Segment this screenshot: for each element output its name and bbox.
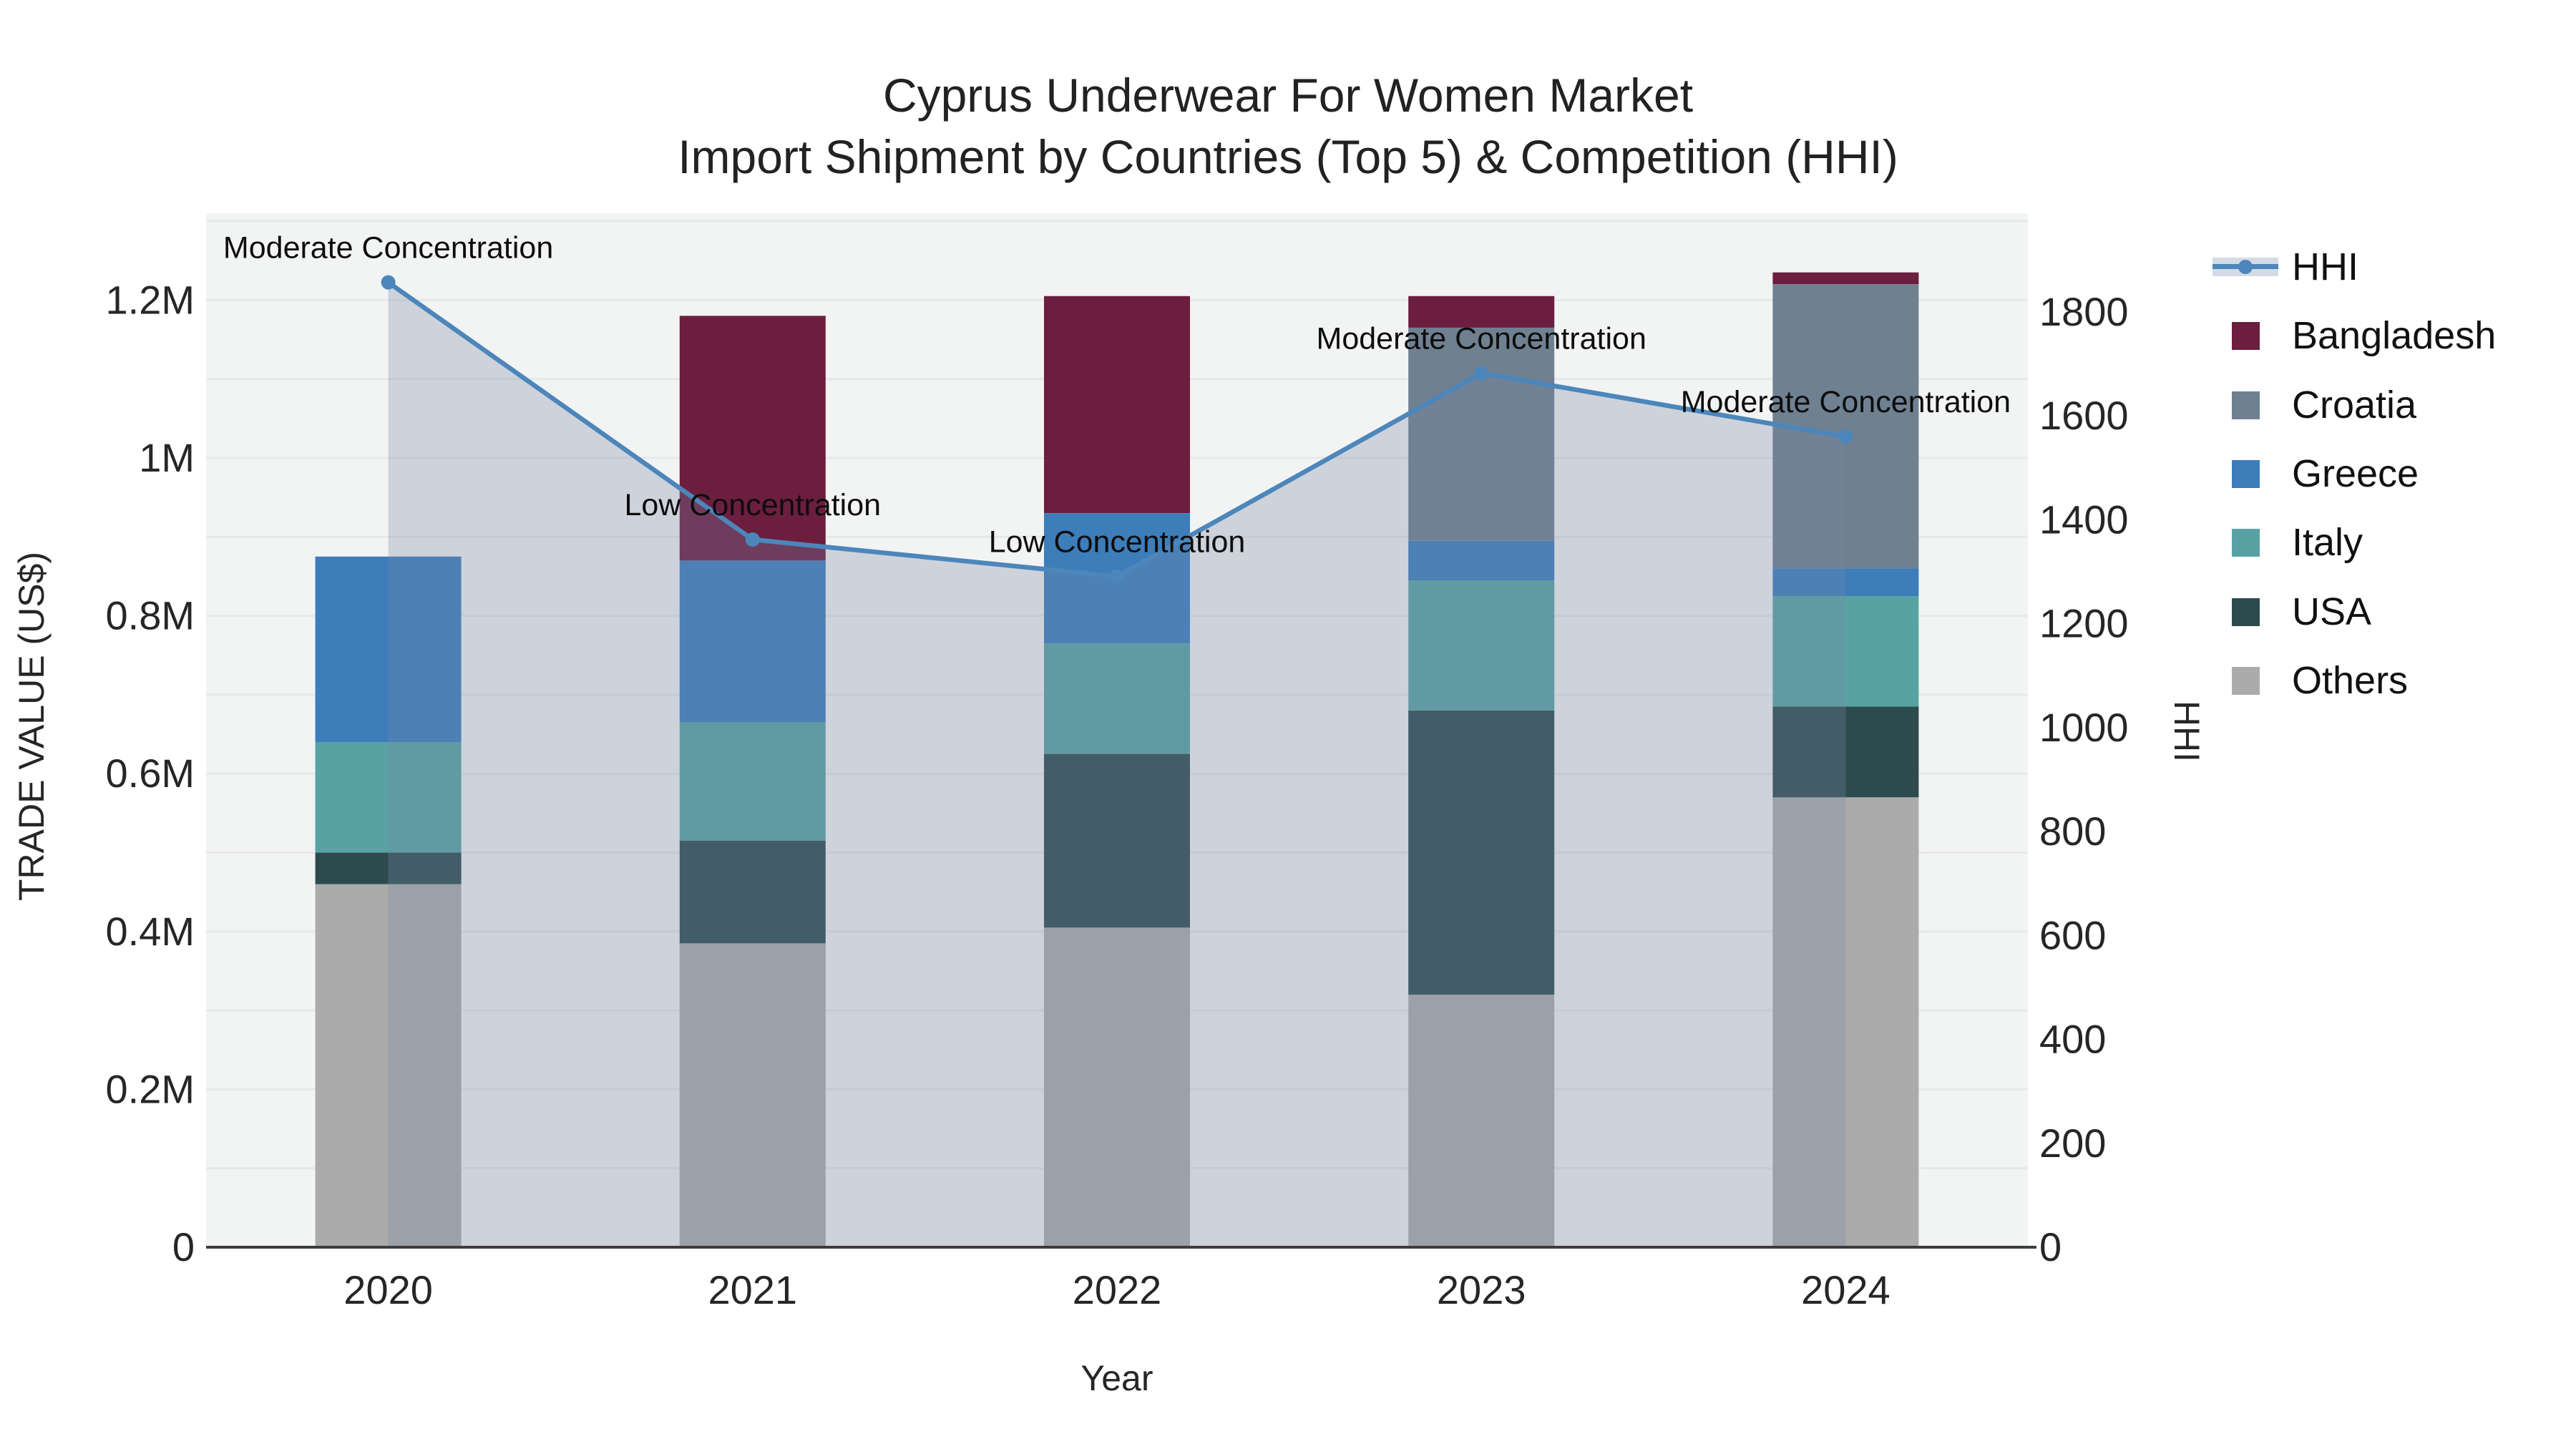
chart-title-line1: Cyprus Underwear For Women Market bbox=[882, 69, 1694, 122]
bar-segment-greece[interactable] bbox=[679, 560, 826, 723]
legend-label: Others bbox=[2292, 659, 2409, 702]
bar-segment-italy[interactable] bbox=[679, 722, 826, 841]
annotation-label: Low Concentration bbox=[625, 488, 882, 522]
y-tick-label-right: 1000 bbox=[2039, 705, 2129, 750]
legend-label: Croatia bbox=[2292, 384, 2417, 426]
bar-segment-italy[interactable] bbox=[1408, 580, 1555, 711]
annotation-label: Moderate Concentration bbox=[1317, 322, 1646, 356]
annotation-label: Moderate Concentration bbox=[1681, 385, 2011, 419]
legend-label: Greece bbox=[2292, 452, 2419, 495]
bar-segment-usa[interactable] bbox=[679, 840, 826, 944]
bar-segment-bangladesh[interactable] bbox=[679, 316, 826, 561]
bar-segment-italy[interactable] bbox=[315, 742, 462, 853]
greece-swatch-icon bbox=[2212, 459, 2278, 488]
y-tick-label-left: 0.4M bbox=[106, 909, 195, 954]
y-tick-label-left: 0.2M bbox=[106, 1066, 195, 1111]
bar-segment-others[interactable] bbox=[1408, 995, 1555, 1247]
bar-segment-italy[interactable] bbox=[1772, 596, 1919, 707]
legend-label: USA bbox=[2292, 590, 2372, 633]
y-tick-label-right: 200 bbox=[2039, 1121, 2106, 1166]
bar-segment-usa[interactable] bbox=[1772, 706, 1919, 798]
italy-swatch-icon bbox=[2212, 528, 2278, 557]
y-tick-label-left: 0.8M bbox=[106, 593, 195, 638]
y-tick-label-right: 1400 bbox=[2039, 497, 2129, 542]
legend-item-hhi[interactable]: HHI bbox=[2212, 233, 2358, 301]
legend-item-bangladesh[interactable]: Bangladesh bbox=[2212, 301, 2496, 370]
y-axis-title-left: TRADE VALUE (US$) bbox=[11, 551, 52, 902]
hhi-line-icon bbox=[2212, 253, 2278, 281]
y-tick-label-left: 0.6M bbox=[106, 751, 195, 796]
y-tick-label-right: 600 bbox=[2039, 912, 2106, 957]
x-axis-title: Year bbox=[1080, 1358, 1153, 1398]
bar-segment-bangladesh[interactable] bbox=[1408, 296, 1555, 328]
legend-item-italy[interactable]: Italy bbox=[2212, 508, 2363, 577]
y-tick-label-right: 1200 bbox=[2039, 601, 2129, 646]
legend-item-croatia[interactable]: Croatia bbox=[2212, 371, 2416, 439]
hhi-marker[interactable] bbox=[381, 275, 396, 290]
x-tick-label: 2020 bbox=[343, 1267, 433, 1312]
y-axis-title-right: HHI bbox=[2167, 700, 2207, 763]
y-tick-label-right: 1800 bbox=[2039, 289, 2129, 334]
usa-swatch-icon bbox=[2212, 597, 2278, 626]
y-tick-label-right: 800 bbox=[2039, 809, 2106, 854]
bar-segment-croatia[interactable] bbox=[1408, 327, 1555, 541]
legend-label: Italy bbox=[2292, 521, 2363, 564]
legend-item-others[interactable]: Others bbox=[2212, 646, 2408, 715]
y-tick-label-left: 0 bbox=[172, 1224, 195, 1269]
bar-segment-greece[interactable] bbox=[1772, 568, 1919, 596]
bangladesh-swatch-icon bbox=[2212, 321, 2278, 350]
bar-segment-bangladesh[interactable] bbox=[1044, 296, 1190, 514]
bar-segment-others[interactable] bbox=[679, 943, 826, 1247]
chart-title-line2: Import Shipment by Countries (Top 5) & C… bbox=[678, 130, 1898, 183]
x-tick-label: 2022 bbox=[1073, 1267, 1162, 1312]
annotation-label: Low Concentration bbox=[989, 525, 1246, 560]
hhi-marker[interactable] bbox=[1474, 366, 1489, 381]
x-tick-label: 2023 bbox=[1437, 1267, 1526, 1312]
y-tick-label-left: 1.2M bbox=[106, 277, 195, 322]
bar-segment-italy[interactable] bbox=[1044, 643, 1190, 754]
legend-item-usa[interactable]: USA bbox=[2212, 577, 2371, 646]
hhi-area-fill bbox=[388, 282, 1846, 1248]
legend-label: HHI bbox=[2292, 245, 2358, 288]
bar-segment-usa[interactable] bbox=[1044, 753, 1190, 928]
x-tick-label: 2021 bbox=[708, 1267, 798, 1312]
bar-segment-others[interactable] bbox=[1044, 927, 1190, 1247]
hhi-marker[interactable] bbox=[1110, 569, 1124, 584]
legend-item-greece[interactable]: Greece bbox=[2212, 439, 2419, 508]
hhi-marker[interactable] bbox=[1838, 429, 1853, 444]
legend-label: Bangladesh bbox=[2292, 314, 2497, 357]
bar-segment-others[interactable] bbox=[1772, 797, 1919, 1247]
bar-segment-others[interactable] bbox=[315, 884, 462, 1247]
hhi-marker[interactable] bbox=[745, 532, 760, 547]
x-tick-label: 2024 bbox=[1801, 1267, 1890, 1312]
y-tick-label-right: 400 bbox=[2039, 1017, 2106, 1062]
bar-segment-greece[interactable] bbox=[1408, 540, 1555, 580]
bar-segment-greece[interactable] bbox=[315, 556, 462, 742]
y-tick-label-right: 0 bbox=[2039, 1224, 2062, 1269]
bar-segment-usa[interactable] bbox=[1408, 710, 1555, 995]
bar-segment-bangladesh[interactable] bbox=[1772, 272, 1919, 285]
y-tick-label-left: 1M bbox=[139, 435, 195, 480]
others-swatch-icon bbox=[2212, 666, 2278, 695]
croatia-swatch-icon bbox=[2212, 391, 2278, 419]
y-tick-label-right: 1600 bbox=[2039, 393, 2129, 438]
annotation-label: Moderate Concentration bbox=[223, 231, 553, 265]
bar-segment-usa[interactable] bbox=[315, 852, 462, 884]
